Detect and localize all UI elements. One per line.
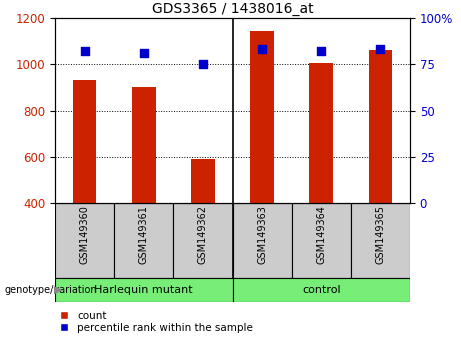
Bar bbox=[232, 203, 292, 278]
Text: control: control bbox=[302, 285, 341, 295]
Text: genotype/variation: genotype/variation bbox=[5, 285, 97, 295]
Text: GSM149361: GSM149361 bbox=[139, 205, 149, 264]
Bar bbox=[369, 50, 392, 203]
Bar bbox=[55, 203, 114, 278]
Text: GSM149365: GSM149365 bbox=[375, 205, 385, 264]
Title: GDS3365 / 1438016_at: GDS3365 / 1438016_at bbox=[152, 1, 313, 16]
Point bbox=[318, 48, 325, 54]
Point bbox=[377, 47, 384, 52]
Legend: count, percentile rank within the sample: count, percentile rank within the sample bbox=[60, 311, 253, 333]
Bar bbox=[351, 203, 410, 278]
Bar bbox=[292, 203, 351, 278]
Point bbox=[140, 50, 148, 56]
Bar bbox=[55, 278, 232, 302]
Point bbox=[199, 61, 207, 67]
Bar bbox=[73, 80, 96, 203]
Bar bbox=[114, 203, 173, 278]
Point bbox=[81, 48, 88, 54]
Text: GSM149364: GSM149364 bbox=[316, 205, 326, 264]
Text: GSM149360: GSM149360 bbox=[80, 205, 89, 264]
Point bbox=[259, 47, 266, 52]
Bar bbox=[232, 278, 410, 302]
Text: ▶: ▶ bbox=[54, 285, 63, 295]
Bar bbox=[309, 63, 333, 203]
Bar bbox=[250, 31, 274, 203]
Bar bbox=[132, 87, 155, 203]
Text: GSM149363: GSM149363 bbox=[257, 205, 267, 264]
Bar bbox=[191, 159, 215, 203]
Text: GSM149362: GSM149362 bbox=[198, 205, 208, 264]
Bar bbox=[173, 203, 232, 278]
Text: Harlequin mutant: Harlequin mutant bbox=[95, 285, 193, 295]
